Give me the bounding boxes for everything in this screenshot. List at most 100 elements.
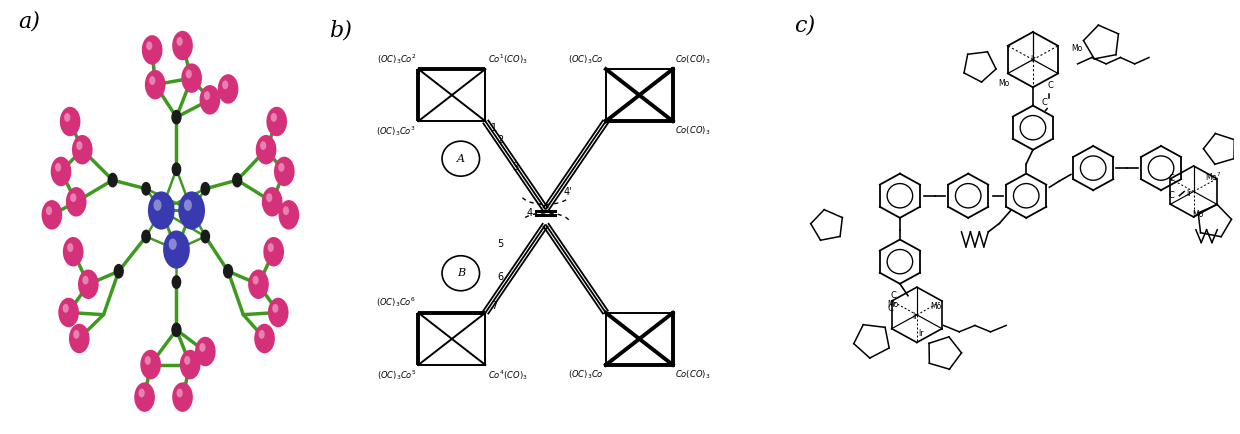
Circle shape (195, 337, 216, 366)
Circle shape (179, 191, 205, 230)
Text: 4': 4' (563, 187, 572, 197)
Circle shape (181, 63, 202, 93)
Text: 4: 4 (527, 208, 533, 218)
Circle shape (176, 388, 182, 398)
Circle shape (172, 31, 193, 60)
Text: Ir: Ir (911, 312, 918, 322)
Text: Mo: Mo (1071, 45, 1083, 53)
Circle shape (164, 230, 190, 269)
Circle shape (55, 163, 61, 172)
Circle shape (171, 275, 181, 289)
Circle shape (253, 276, 259, 285)
Circle shape (248, 270, 269, 299)
Circle shape (255, 135, 277, 164)
Text: C: C (1042, 98, 1047, 107)
Circle shape (203, 91, 210, 100)
Circle shape (186, 69, 192, 79)
Circle shape (171, 322, 181, 337)
Text: C: C (1048, 81, 1054, 90)
Text: 7: 7 (491, 301, 497, 311)
Text: Mo: Mo (930, 302, 941, 311)
Circle shape (145, 70, 165, 99)
Text: a): a) (19, 11, 41, 33)
Circle shape (222, 80, 228, 89)
Circle shape (141, 35, 162, 65)
Circle shape (278, 163, 284, 172)
Circle shape (134, 382, 155, 412)
Circle shape (77, 141, 83, 150)
Text: Mo: Mo (1193, 210, 1204, 219)
Circle shape (169, 238, 177, 250)
Text: $(OC)_3Co$: $(OC)_3Co$ (568, 53, 604, 66)
Circle shape (71, 193, 77, 202)
Circle shape (270, 113, 277, 122)
Circle shape (60, 107, 81, 136)
Text: $Co(CO)_3$: $Co(CO)_3$ (675, 125, 711, 137)
Text: Ir: Ir (919, 329, 924, 339)
Text: C: C (1168, 174, 1174, 183)
Circle shape (260, 141, 267, 150)
Circle shape (114, 264, 124, 279)
Circle shape (171, 162, 181, 176)
Text: $(OC)_3Co$: $(OC)_3Co$ (568, 368, 604, 381)
Text: 6: 6 (497, 273, 503, 283)
Text: $Co^1(CO)_3$: $Co^1(CO)_3$ (487, 52, 527, 66)
Text: Mo: Mo (998, 79, 1009, 88)
Circle shape (146, 41, 153, 50)
Circle shape (145, 356, 151, 365)
Circle shape (268, 298, 289, 327)
Text: c): c) (794, 15, 815, 37)
Circle shape (262, 187, 283, 217)
Circle shape (141, 230, 151, 243)
Circle shape (108, 173, 118, 187)
Circle shape (42, 200, 62, 230)
Text: $Co(CO)_3$: $Co(CO)_3$ (675, 368, 711, 381)
Circle shape (78, 270, 99, 299)
Text: b): b) (329, 19, 352, 41)
Circle shape (259, 330, 265, 339)
Circle shape (51, 157, 72, 186)
Circle shape (274, 157, 295, 186)
Text: C: C (890, 291, 897, 300)
Text: $(OC)_3Co^2$: $(OC)_3Co^2$ (377, 52, 417, 66)
Text: Ir: Ir (1030, 55, 1035, 64)
Text: $(OC)_3Co^6$: $(OC)_3Co^6$ (377, 296, 417, 309)
Text: 2: 2 (497, 135, 503, 145)
Circle shape (200, 343, 206, 352)
Circle shape (267, 193, 273, 202)
Circle shape (73, 330, 79, 339)
Circle shape (149, 76, 155, 85)
Circle shape (67, 243, 73, 252)
Circle shape (273, 304, 279, 313)
Circle shape (82, 276, 88, 285)
Circle shape (176, 37, 182, 46)
Circle shape (148, 191, 175, 230)
Circle shape (58, 298, 79, 327)
Circle shape (218, 74, 238, 104)
Circle shape (63, 237, 83, 266)
Text: Mo: Mo (888, 300, 899, 309)
Circle shape (180, 350, 201, 379)
Circle shape (201, 230, 210, 243)
Text: Ir: Ir (1187, 189, 1192, 198)
Text: 5: 5 (497, 239, 503, 249)
Circle shape (201, 182, 210, 196)
Circle shape (279, 200, 299, 230)
Circle shape (263, 237, 284, 266)
Circle shape (141, 182, 151, 196)
Circle shape (232, 173, 242, 187)
Text: $Co^4(CO)_3$: $Co^4(CO)_3$ (487, 368, 527, 382)
Text: 3: 3 (512, 162, 518, 172)
Circle shape (171, 110, 181, 125)
Circle shape (283, 206, 289, 215)
Circle shape (62, 304, 68, 313)
Circle shape (223, 264, 233, 279)
Circle shape (184, 199, 192, 211)
Circle shape (254, 324, 275, 353)
Circle shape (66, 187, 87, 217)
Circle shape (139, 388, 145, 398)
Circle shape (154, 199, 161, 211)
Circle shape (46, 206, 52, 215)
Circle shape (64, 113, 71, 122)
Circle shape (72, 135, 93, 164)
